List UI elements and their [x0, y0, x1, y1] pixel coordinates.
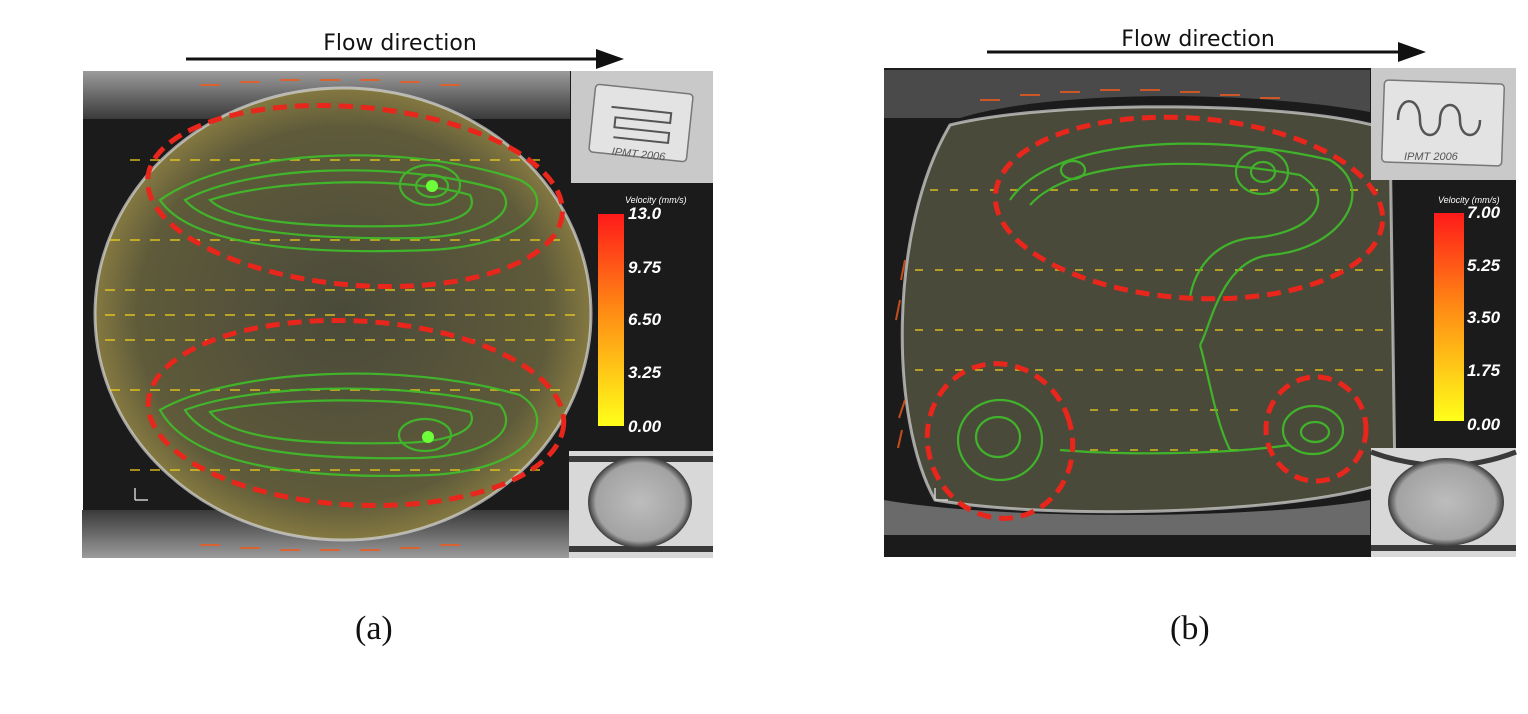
svg-text:0.00: 0.00 — [1467, 415, 1501, 434]
velocity-vectors-b — [915, 189, 1383, 451]
svg-text:IPMT 2006: IPMT 2006 — [1404, 151, 1459, 163]
svg-text:9.75: 9.75 — [628, 258, 662, 277]
vortex-outline-lower-a — [145, 317, 567, 509]
vortex-outline-upper-b — [992, 114, 1386, 302]
panel-b: Flow direction — [884, 27, 1517, 647]
flow-direction-label: Flow direction — [323, 31, 477, 56]
colorbar-title: Velocity (mm/s) — [625, 195, 687, 205]
axis-glyph-icon — [134, 488, 148, 501]
streamlines-upper-b — [1009, 142, 1354, 346]
svg-text:5.25: 5.25 — [1467, 256, 1501, 275]
rim-vectors-b — [895, 89, 1280, 449]
svg-text:0.00: 0.00 — [628, 417, 662, 436]
vortex-outline-upper-a — [145, 103, 565, 289]
streamlines-upper-a — [158, 154, 539, 253]
caption-b: (b) — [1170, 610, 1210, 647]
svg-text:13.0: 13.0 — [628, 204, 662, 223]
rim-vectors-a — [200, 79, 460, 551]
svg-text:6.50: 6.50 — [628, 310, 662, 329]
colorbar-a: Velocity (mm/s) 13.0 9.75 6.50 3.25 0.00 — [598, 195, 687, 436]
svg-text:IPMT 2006: IPMT 2006 — [611, 146, 667, 164]
svg-text:7.00: 7.00 — [1467, 203, 1501, 222]
flow-direction-label: Flow direction — [1121, 27, 1275, 52]
droplet-b — [900, 105, 1397, 514]
streamlines-lower-a — [158, 372, 539, 477]
svg-text:1.75: 1.75 — [1467, 361, 1501, 380]
colorbar-title: Velocity (mm/s) — [1438, 195, 1500, 205]
svg-text:3.25: 3.25 — [628, 363, 662, 382]
svg-text:3.50: 3.50 — [1467, 308, 1501, 327]
streamlines-lower-b — [956, 344, 1345, 482]
flow-arrowhead-icon — [1398, 42, 1426, 62]
vortex-outline-right-b — [1263, 374, 1369, 484]
flow-arrowhead-icon — [596, 49, 624, 69]
caption-a: (a) — [355, 610, 393, 647]
vortex-outline-left-b — [924, 361, 1076, 521]
axis-glyph-icon — [934, 488, 948, 501]
colorbar-b: Velocity (mm/s) 7.00 5.25 3.50 1.75 0.00 — [1434, 195, 1501, 434]
panel-a: Flow direction — [82, 31, 713, 647]
